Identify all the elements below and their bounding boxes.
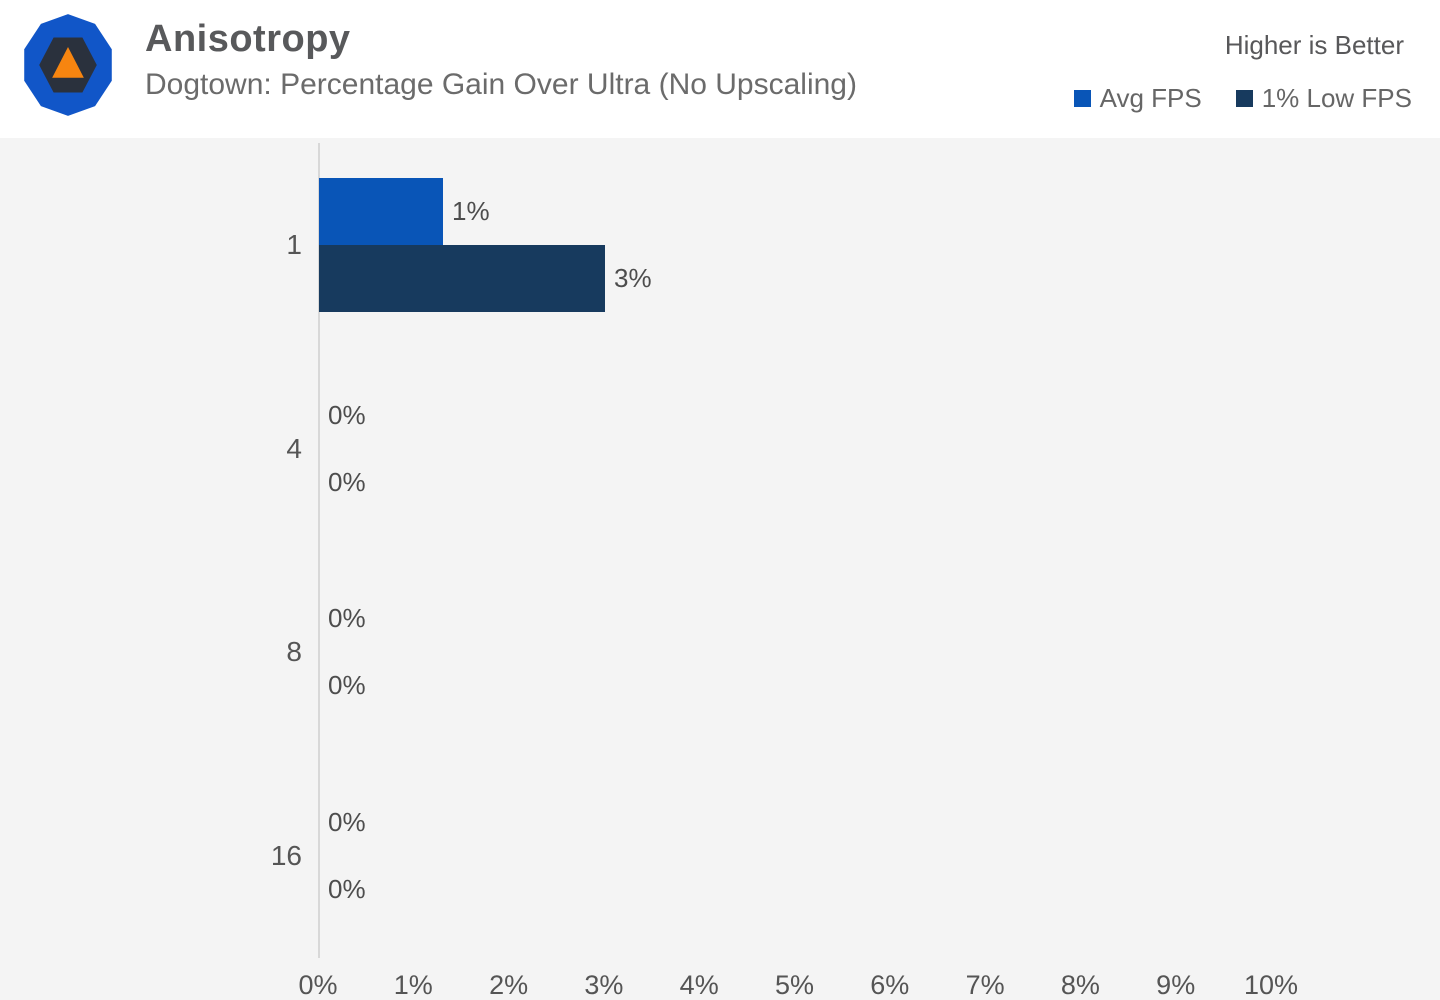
x-tick-6: 6% [870, 970, 910, 1000]
x-tick-7: 7% [965, 970, 1005, 1000]
x-tick-1: 1% [393, 970, 433, 1000]
site-logo-icon [24, 14, 112, 116]
title-block: Anisotropy Dogtown: Percentage Gain Over… [145, 18, 857, 102]
x-tick-3: 3% [584, 970, 624, 1000]
legend-swatch-avg-fps [1073, 90, 1091, 107]
chart-legend: Avg FPS 1% Low FPS [1073, 83, 1412, 114]
x-tick-9: 9% [1156, 970, 1196, 1000]
header-right-block: Higher is Better Avg FPS 1% Low FPS [1073, 30, 1412, 114]
category-label-1: 1 [286, 228, 302, 260]
value-label-avg-fps-16: 0% [328, 807, 366, 838]
x-tick-10: 10% [1243, 970, 1299, 1000]
bar-1-low-fps-1 [319, 244, 605, 312]
category-label-4: 4 [286, 432, 302, 464]
value-label-1-low-fps-4: 0% [328, 466, 366, 497]
x-tick-5: 5% [774, 970, 815, 1000]
legend-label-1-low-fps: 1% Low FPS [1261, 83, 1412, 113]
value-label-1-low-fps-1: 3% [614, 262, 652, 293]
value-label-avg-fps-1: 1% [452, 195, 490, 226]
value-label-avg-fps-4: 0% [328, 399, 366, 430]
legend-swatch-1-low-fps [1235, 90, 1253, 107]
x-tick-4: 4% [679, 970, 719, 1000]
legend-label-avg-fps: Avg FPS [1099, 83, 1202, 113]
legend-item-1-low-fps: 1% Low FPS [1235, 83, 1412, 114]
chart-header: Anisotropy Dogtown: Percentage Gain Over… [0, 0, 1440, 138]
value-label-1-low-fps-8: 0% [328, 670, 366, 701]
higher-is-better-note: Higher is Better [1224, 30, 1404, 60]
chart-title: Anisotropy [145, 18, 351, 60]
x-tick-8: 8% [1060, 970, 1100, 1000]
x-tick-0: 0% [298, 970, 338, 1000]
y-axis-line [318, 143, 320, 958]
value-label-avg-fps-8: 0% [328, 603, 366, 634]
value-label-1-low-fps-16: 0% [328, 874, 366, 905]
chart-background [0, 138, 1440, 1000]
logo-triangle [52, 46, 84, 78]
category-label-16: 16 [270, 840, 302, 872]
legend-item-avg-fps: Avg FPS [1073, 83, 1202, 114]
x-tick-2: 2% [489, 970, 529, 1000]
chart-subtitle: Dogtown: Percentage Gain Over Ultra (No … [145, 68, 857, 101]
bar-avg-fps-1 [319, 177, 443, 245]
category-label-8: 8 [286, 636, 302, 668]
